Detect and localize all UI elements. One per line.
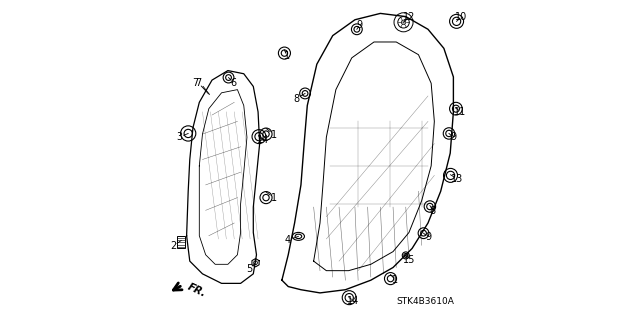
Text: 13: 13 [451, 174, 463, 184]
Bar [177, 236, 185, 248]
Text: 14: 14 [348, 295, 360, 306]
Text: 9: 9 [356, 19, 363, 30]
Text: STK4B3610A: STK4B3610A [397, 297, 454, 306]
Text: 15: 15 [403, 255, 416, 264]
Text: 14: 14 [257, 136, 269, 145]
Text: 4: 4 [285, 235, 291, 246]
Text: FR.: FR. [186, 282, 208, 299]
Text: 6: 6 [230, 78, 237, 88]
Text: 8: 8 [429, 206, 436, 216]
Text: 7: 7 [196, 78, 202, 88]
Text: 8: 8 [293, 94, 300, 104]
Text: 5: 5 [246, 264, 253, 274]
Text: 1: 1 [284, 51, 290, 61]
Circle shape [401, 20, 406, 25]
Text: 1: 1 [271, 193, 277, 203]
Text: 7: 7 [193, 78, 198, 88]
Text: 1: 1 [271, 130, 277, 140]
Text: 11: 11 [454, 107, 467, 117]
Text: 10: 10 [455, 12, 467, 22]
Text: 9: 9 [451, 132, 456, 142]
Text: 1: 1 [392, 275, 398, 285]
Text: 3: 3 [177, 132, 182, 142]
Text: 9: 9 [425, 232, 431, 242]
Text: 2: 2 [170, 241, 177, 251]
Text: 12: 12 [403, 12, 416, 22]
